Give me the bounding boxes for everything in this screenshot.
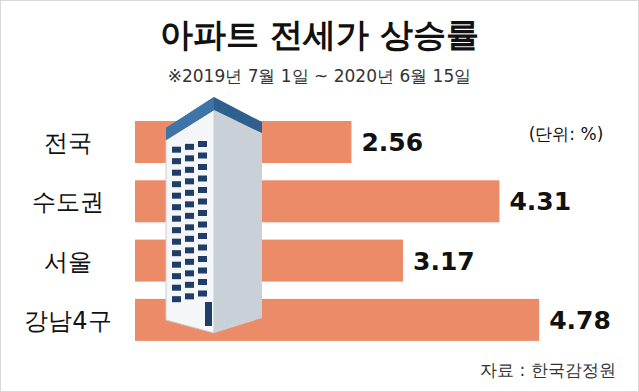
data-label: 3.17	[413, 247, 475, 276]
building-front	[166, 110, 214, 333]
building-window	[198, 256, 207, 262]
building-window	[172, 204, 181, 210]
category-label: 전국	[44, 129, 92, 157]
building-window	[185, 144, 194, 150]
building-window	[198, 187, 207, 193]
building-window	[172, 147, 181, 153]
building-window	[172, 296, 181, 302]
building-roof-front	[166, 97, 214, 140]
building-window	[172, 227, 181, 233]
building-window	[198, 245, 207, 251]
building-window	[172, 273, 181, 279]
data-label: 4.31	[509, 187, 571, 216]
chart-svg: 아파트 전세가 상승률 ※2019년 7월 1일 ~ 2020년 6월 15일전국…	[0, 0, 639, 392]
building-window	[198, 176, 207, 182]
title: 아파트 전세가 상승률	[160, 15, 480, 54]
building-window	[198, 210, 207, 216]
building-window	[198, 164, 207, 170]
building-window	[185, 155, 194, 161]
building-side	[214, 110, 262, 333]
building-window	[172, 170, 181, 176]
building-window	[185, 236, 194, 242]
building-window	[185, 259, 194, 265]
building-window	[185, 178, 194, 184]
building-window	[198, 199, 207, 205]
source: 자료 : 한국감정원	[480, 360, 616, 380]
category-label: 강남4구	[24, 307, 111, 335]
building-window	[198, 233, 207, 239]
building-window	[172, 216, 181, 222]
data-label: 2.56	[361, 128, 423, 157]
building-window	[198, 268, 207, 274]
building-door	[205, 302, 212, 326]
building-window	[185, 190, 194, 196]
building-window	[198, 279, 207, 285]
building-window	[172, 285, 181, 291]
building-window	[198, 291, 207, 297]
building-window	[172, 193, 181, 199]
building-window	[172, 239, 181, 245]
building-window	[185, 213, 194, 219]
building-window	[185, 201, 194, 207]
category-label: 서울	[44, 248, 92, 276]
category-label: 수도권	[32, 188, 104, 216]
building-icon	[166, 97, 262, 333]
data-label: 4.78	[549, 306, 611, 335]
unit-label: (단위: %)	[529, 124, 604, 144]
building-window	[198, 153, 207, 159]
building-window	[185, 270, 194, 276]
building-roof	[166, 97, 262, 140]
building-window	[172, 181, 181, 187]
building-window	[185, 282, 194, 288]
background	[1, 1, 639, 392]
building-window	[185, 167, 194, 173]
building-window	[185, 224, 194, 230]
building-window	[172, 250, 181, 256]
building-window	[185, 247, 194, 253]
building-window	[172, 262, 181, 268]
building-window	[172, 158, 181, 164]
building-window	[198, 141, 207, 147]
building-window	[185, 293, 194, 299]
subtitle: ※2019년 7월 1일 ~ 2020년 6월 15일	[168, 66, 472, 86]
building-window	[198, 222, 207, 228]
chart-container: 아파트 전세가 상승률 ※2019년 7월 1일 ~ 2020년 6월 15일전국…	[0, 0, 639, 392]
